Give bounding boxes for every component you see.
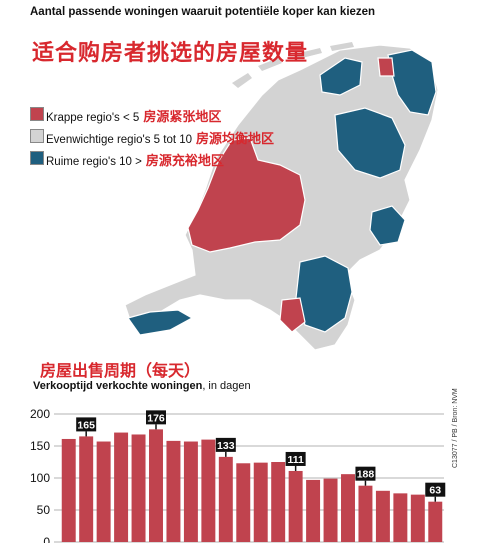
chart-title: Verkooptijd verkochte woningen, in dagen [33, 380, 251, 392]
map-island-1 [232, 73, 252, 88]
map-tight-region-nijmegen [279, 297, 306, 333]
y-tick-label: 200 [30, 407, 50, 421]
y-tick-label: 0 [43, 535, 50, 543]
data-label-box [355, 466, 376, 481]
data-label-box [215, 437, 236, 452]
legend-label-ample-cn: 房源充裕地区 [145, 153, 224, 168]
map-island-3 [295, 48, 322, 59]
bar [201, 439, 216, 542]
bar [428, 501, 443, 542]
bar-chart: 0 50 100 150 200 165 176 133 111 188 63 [30, 407, 446, 543]
data-label: 111 [287, 454, 304, 466]
data-label: 133 [217, 440, 235, 452]
data-label-box [285, 451, 306, 466]
bar [306, 479, 321, 542]
legend-swatch-tight [30, 107, 44, 121]
legend-swatch-ample [30, 151, 44, 165]
map-ample-region-twente [369, 205, 406, 246]
netherlands-map [124, 42, 439, 351]
map-ample-region-groningen [387, 49, 437, 116]
bar [323, 478, 338, 542]
chart-title-cn: 房屋出售周期（每天） [40, 363, 201, 380]
map-ample-region-zeeland [127, 309, 194, 336]
map-title: Aantal passende woningen waaruit potenti… [30, 6, 376, 18]
bar [79, 436, 94, 542]
map-tight-region-groningen [377, 57, 395, 77]
map-island-2 [258, 58, 282, 71]
credit-text: C13077 / PB / Bron: NVM [452, 388, 459, 468]
bar [358, 485, 373, 542]
bar [61, 438, 76, 542]
legend-label-balanced-cn: 房源均衡地区 [196, 131, 275, 146]
map-island-4 [330, 42, 354, 51]
data-label: 176 [147, 412, 165, 424]
bar [96, 441, 111, 542]
map-title-cn: 适合购房者挑选的房屋数量 [32, 40, 309, 65]
bar [393, 493, 408, 542]
data-label: 188 [357, 469, 375, 481]
bar [288, 470, 303, 542]
bar [341, 474, 355, 542]
legend-label-balanced: Evenwichtige regio's 5 tot 10 [46, 134, 193, 146]
bar [218, 456, 233, 542]
bar [271, 462, 286, 542]
data-label: 63 [429, 485, 441, 497]
data-label-box [146, 410, 166, 425]
bar [131, 434, 146, 542]
y-tick-label: 50 [37, 503, 51, 517]
bar [183, 441, 198, 542]
map-ample-region-north [319, 57, 363, 96]
bar [236, 463, 251, 542]
map-ample-region-drenthe [334, 107, 406, 179]
chart-title-bold: Verkooptijd verkochte woningen [33, 380, 203, 392]
y-tick-label: 150 [30, 439, 50, 453]
bar [410, 494, 425, 542]
bar [149, 429, 163, 542]
legend-swatch-balanced [30, 129, 44, 143]
legend-label-ample: Ruime regio's 10 > [46, 156, 142, 168]
chart-title-rest: , in dagen [202, 380, 251, 392]
bar [114, 432, 129, 542]
legend-label-tight-cn: 房源紧张地区 [143, 109, 222, 124]
y-tick-label: 100 [30, 471, 50, 485]
data-label-box [76, 417, 97, 432]
map-tight-region-randstad [187, 137, 306, 253]
bar [166, 440, 181, 542]
bar [253, 462, 268, 542]
legend-label-tight: Krappe regio's < 5 [46, 112, 140, 124]
bar [375, 490, 390, 542]
data-label-box [425, 482, 446, 497]
data-label: 165 [77, 419, 95, 431]
